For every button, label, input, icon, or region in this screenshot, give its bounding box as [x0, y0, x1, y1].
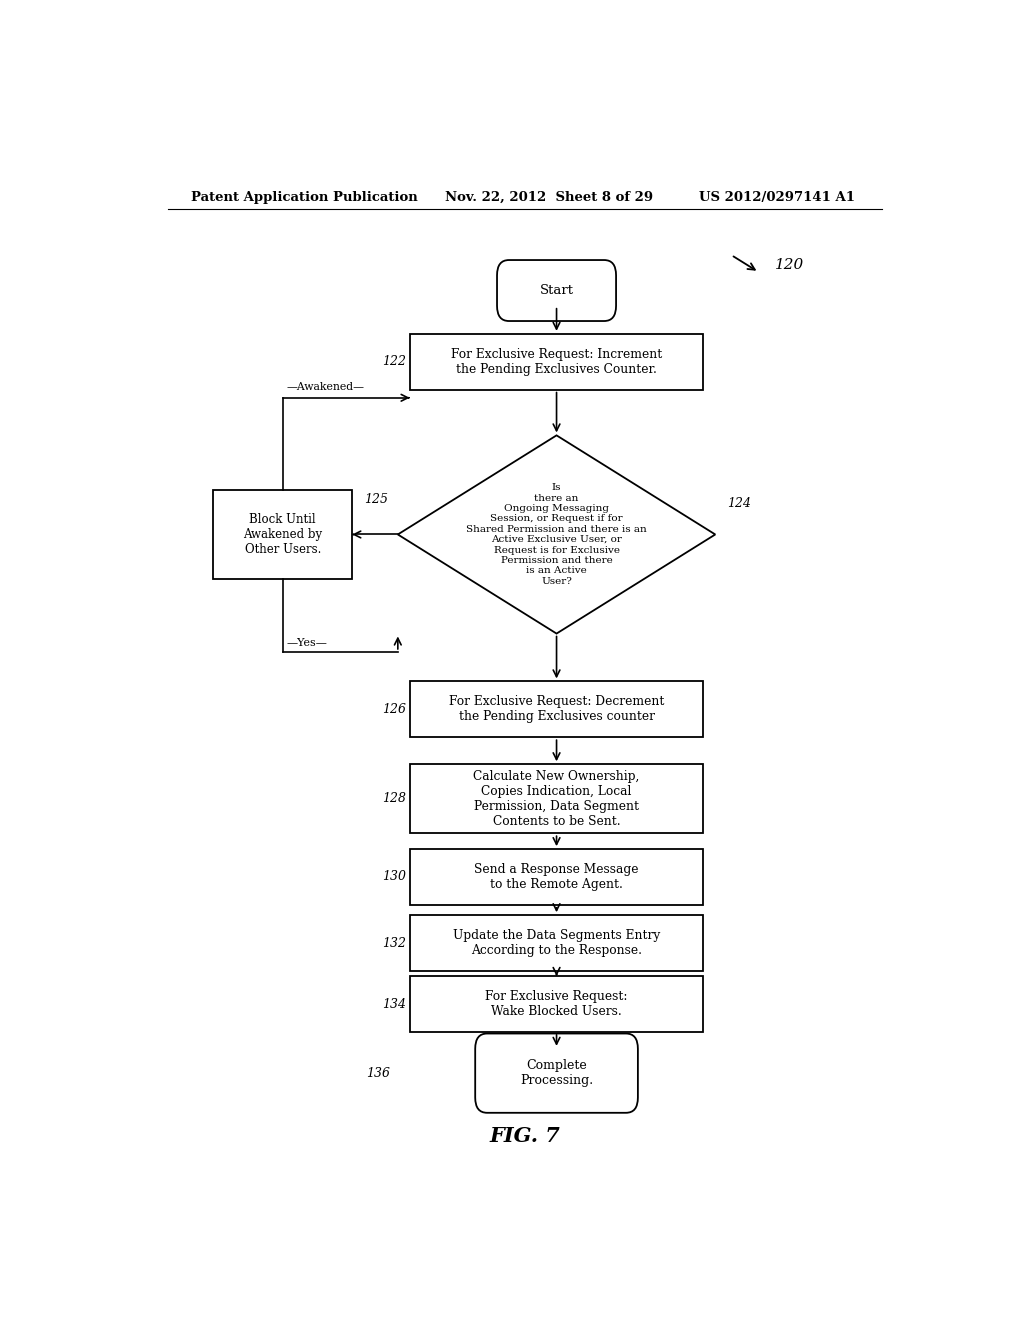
Text: 130: 130 — [382, 870, 406, 883]
Text: Nov. 22, 2012  Sheet 8 of 29: Nov. 22, 2012 Sheet 8 of 29 — [445, 190, 653, 203]
FancyBboxPatch shape — [475, 1034, 638, 1113]
Text: For Exclusive Request: Increment
the Pending Exclusives Counter.: For Exclusive Request: Increment the Pen… — [451, 347, 663, 376]
FancyBboxPatch shape — [213, 490, 352, 579]
Text: Is
there an
Ongoing Messaging
Session, or Request if for
Shared Permission and t: Is there an Ongoing Messaging Session, o… — [466, 483, 647, 586]
Text: 126: 126 — [382, 702, 406, 715]
FancyBboxPatch shape — [410, 849, 703, 906]
Text: 132: 132 — [382, 937, 406, 949]
Text: Patent Application Publication: Patent Application Publication — [191, 190, 418, 203]
Text: 128: 128 — [382, 792, 406, 805]
Text: 124: 124 — [727, 498, 752, 511]
Text: Update the Data Segments Entry
According to the Response.: Update the Data Segments Entry According… — [453, 929, 660, 957]
FancyBboxPatch shape — [410, 681, 703, 738]
Text: 122: 122 — [382, 355, 406, 368]
FancyBboxPatch shape — [410, 975, 703, 1032]
Text: Start: Start — [540, 284, 573, 297]
Text: 125: 125 — [365, 494, 388, 507]
Text: Block Until
Awakened by
Other Users.: Block Until Awakened by Other Users. — [243, 513, 323, 556]
Text: 120: 120 — [775, 259, 804, 272]
Text: Calculate New Ownership,
Copies Indication, Local
Permission, Data Segment
Conte: Calculate New Ownership, Copies Indicati… — [473, 770, 640, 828]
Text: FIG. 7: FIG. 7 — [489, 1126, 560, 1146]
Polygon shape — [397, 436, 715, 634]
Text: US 2012/0297141 A1: US 2012/0297141 A1 — [699, 190, 855, 203]
FancyBboxPatch shape — [410, 334, 703, 389]
Text: —Yes—: —Yes— — [287, 638, 328, 648]
Text: —Awakened—: —Awakened— — [287, 381, 365, 392]
Text: For Exclusive Request: Decrement
the Pending Exclusives counter: For Exclusive Request: Decrement the Pen… — [449, 696, 665, 723]
Text: 134: 134 — [382, 998, 406, 1011]
Text: Send a Response Message
to the Remote Agent.: Send a Response Message to the Remote Ag… — [474, 863, 639, 891]
Text: For Exclusive Request:
Wake Blocked Users.: For Exclusive Request: Wake Blocked User… — [485, 990, 628, 1018]
FancyBboxPatch shape — [410, 915, 703, 972]
Text: Complete
Processing.: Complete Processing. — [520, 1059, 593, 1088]
Text: 136: 136 — [367, 1067, 390, 1080]
FancyBboxPatch shape — [497, 260, 616, 321]
FancyBboxPatch shape — [410, 764, 703, 833]
